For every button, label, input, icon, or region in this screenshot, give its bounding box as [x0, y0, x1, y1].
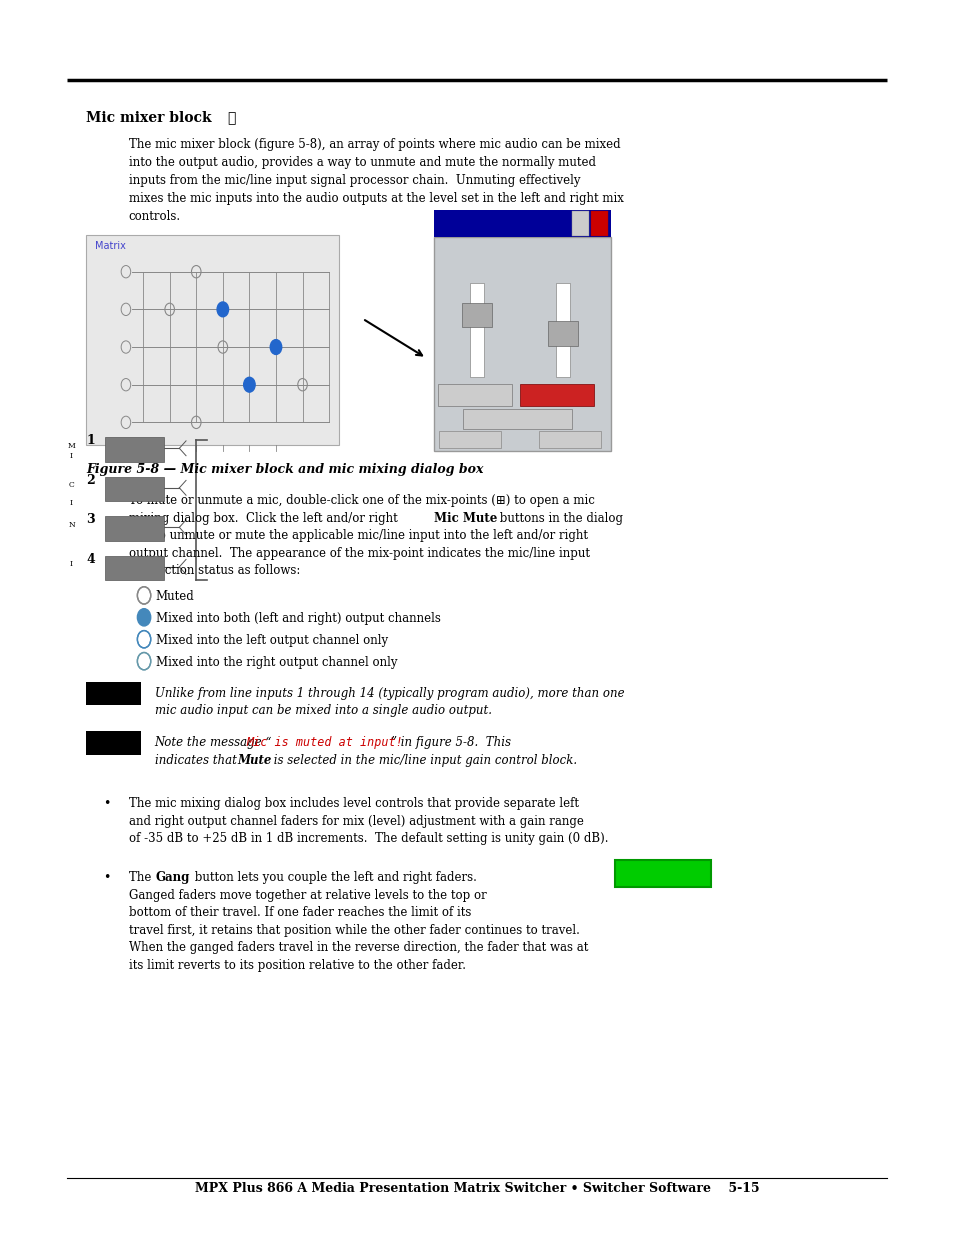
Text: Mic Mute: Mic Mute	[457, 390, 492, 400]
Text: Note the message “: Note the message “	[154, 736, 272, 748]
FancyBboxPatch shape	[462, 409, 572, 429]
Text: Left: Left	[469, 264, 484, 273]
Text: ?: ?	[578, 220, 581, 227]
Text: button lets you couple the left and right faders.: button lets you couple the left and righ…	[191, 871, 476, 884]
Circle shape	[243, 378, 254, 393]
FancyBboxPatch shape	[86, 682, 141, 705]
Circle shape	[217, 303, 229, 316]
Text: Mixed into both (left and right) output channels: Mixed into both (left and right) output …	[155, 613, 440, 625]
Text: OK: OK	[464, 435, 475, 445]
Text: Muted: Muted	[155, 590, 194, 604]
Text: 2: 2	[86, 474, 95, 487]
Text: Mic is muted at input!: Mic is muted at input!	[246, 736, 402, 748]
Text: Right: Right	[551, 264, 574, 273]
Text: and right output channel faders for mix (level) adjustment with a gain range: and right output channel faders for mix …	[129, 815, 583, 827]
Text: Mic 4: Mic 4	[123, 563, 146, 573]
Text: C: C	[69, 482, 74, 489]
Text: NOTE: NOTE	[97, 737, 130, 748]
Text: is selected in the mic/line input gain control block.: is selected in the mic/line input gain c…	[270, 753, 577, 767]
Text: Mic 3: Mic 3	[123, 524, 146, 534]
Text: Mixed into the right output channel only: Mixed into the right output channel only	[155, 656, 396, 669]
FancyBboxPatch shape	[105, 556, 164, 580]
Text: bottom of their travel. If one fader reaches the limit of its: bottom of their travel. If one fader rea…	[129, 906, 471, 919]
Text: I: I	[70, 561, 73, 568]
FancyBboxPatch shape	[434, 237, 610, 451]
FancyBboxPatch shape	[572, 211, 588, 236]
Text: 1: 1	[86, 435, 95, 447]
Text: The: The	[129, 871, 154, 884]
Text: Mic Mix: Mic Mix	[505, 249, 538, 258]
Text: mixes the mic inputs into the audio outputs at the level set in the left and rig: mixes the mic inputs into the audio outp…	[129, 193, 623, 205]
FancyBboxPatch shape	[434, 210, 610, 237]
Text: into the output audio, provides a way to unmute and mute the normally muted: into the output audio, provides a way to…	[129, 157, 596, 169]
FancyBboxPatch shape	[105, 516, 164, 541]
Text: MPX Plus 866 A Media Presentation Matrix Switcher • Switcher Software    5-15: MPX Plus 866 A Media Presentation Matrix…	[194, 1182, 759, 1195]
Text: •: •	[103, 871, 111, 884]
Text: Mic Mute: Mic Mute	[434, 511, 497, 525]
Text: mic audio input can be mixed into a single audio output.: mic audio input can be mixed into a sing…	[154, 704, 491, 718]
Text: indicates that: indicates that	[154, 753, 240, 767]
Text: mixing dialog box.  Click the left and/or right: mixing dialog box. Click the left and/or…	[129, 511, 401, 525]
Text: When the ganged faders travel in the reverse direction, the fader that was at: When the ganged faders travel in the rev…	[129, 941, 588, 955]
Text: buttons in the dialog: buttons in the dialog	[496, 511, 622, 525]
Text: I: I	[70, 499, 73, 506]
Text: M: M	[68, 442, 75, 450]
Text: Gang: Gang	[155, 871, 190, 884]
Text: output channel.  The appearance of the mix-point indicates the mic/line input: output channel. The appearance of the mi…	[129, 547, 589, 559]
Text: Gang: Gang	[507, 414, 527, 424]
Text: ” in figure 5-8.  This: ” in figure 5-8. This	[391, 736, 511, 748]
Text: The mic mixing dialog box includes level controls that provide separate left: The mic mixing dialog box includes level…	[129, 798, 578, 810]
Text: its limit reverts to its position relative to the other fader.: its limit reverts to its position relati…	[129, 958, 465, 972]
Text: box to unmute or mute the applicable mic/line input into the left and/or right: box to unmute or mute the applicable mic…	[129, 529, 587, 542]
Text: The mic mixer block (figure 5-8), an array of points where mic audio can be mixe: The mic mixer block (figure 5-8), an arr…	[129, 138, 619, 152]
Text: controls.: controls.	[129, 210, 181, 224]
FancyBboxPatch shape	[547, 321, 578, 346]
FancyBboxPatch shape	[461, 303, 492, 327]
FancyBboxPatch shape	[437, 384, 512, 406]
FancyBboxPatch shape	[591, 211, 607, 236]
Text: Mixed into the left output channel only: Mixed into the left output channel only	[155, 635, 387, 647]
Circle shape	[137, 609, 151, 626]
FancyBboxPatch shape	[519, 384, 594, 406]
FancyBboxPatch shape	[556, 283, 569, 377]
Text: connection status as follows:: connection status as follows:	[129, 564, 300, 577]
Text: •: •	[103, 798, 111, 810]
Text: X: X	[597, 220, 601, 227]
FancyBboxPatch shape	[538, 431, 600, 448]
Text: Mic #2 - Output #...: Mic #2 - Output #...	[437, 219, 514, 228]
Text: 4: 4	[86, 553, 95, 566]
FancyBboxPatch shape	[470, 283, 483, 377]
FancyBboxPatch shape	[86, 731, 141, 755]
Text: Mic 1: Mic 1	[123, 445, 146, 454]
Text: Ganged faders move together at relative levels to the top or: Ganged faders move together at relative …	[129, 889, 486, 902]
Text: NOTE: NOTE	[97, 689, 130, 699]
FancyBboxPatch shape	[105, 477, 164, 501]
Text: 3: 3	[86, 514, 95, 526]
Text: Cancel: Cancel	[557, 435, 582, 445]
Text: Mic Mute: Mic Mute	[539, 390, 574, 400]
Text: ⓨ: ⓨ	[227, 111, 235, 125]
Text: inputs from the mic/line input signal processor chain.  Unmuting effectively: inputs from the mic/line input signal pr…	[129, 174, 579, 188]
Text: Mic mixer block: Mic mixer block	[86, 111, 216, 125]
Text: Mute: Mute	[237, 753, 272, 767]
Text: •: •	[103, 494, 111, 508]
Text: Gang: Gang	[647, 868, 678, 878]
Text: Matrix: Matrix	[95, 241, 126, 251]
Text: Mic 2: Mic 2	[123, 484, 146, 494]
Text: Mic is muted at input!: Mic is muted at input!	[475, 431, 569, 437]
Text: I: I	[70, 452, 73, 459]
Text: 0.0 dB: 0.0 dB	[464, 379, 489, 388]
Text: Figure 5-8 — Mic mixer block and mic mixing dialog box: Figure 5-8 — Mic mixer block and mic mix…	[86, 463, 483, 477]
Text: N: N	[68, 521, 75, 529]
Text: travel first, it retains that position while the other fader continues to travel: travel first, it retains that position w…	[129, 924, 579, 936]
Text: To mute or unmute a mic, double-click one of the mix-points (⊞) to open a mic: To mute or unmute a mic, double-click on…	[129, 494, 594, 508]
FancyBboxPatch shape	[105, 437, 164, 462]
Circle shape	[270, 340, 281, 354]
Text: Unlike from line inputs 1 through 14 (typically program audio), more than one: Unlike from line inputs 1 through 14 (ty…	[154, 687, 623, 700]
Text: 0.0 dB: 0.0 dB	[550, 379, 575, 388]
Text: of -35 dB to +25 dB in 1 dB increments.  The default setting is unity gain (0 dB: of -35 dB to +25 dB in 1 dB increments. …	[129, 832, 608, 846]
FancyBboxPatch shape	[615, 860, 710, 887]
FancyBboxPatch shape	[86, 235, 338, 445]
FancyBboxPatch shape	[438, 431, 500, 448]
